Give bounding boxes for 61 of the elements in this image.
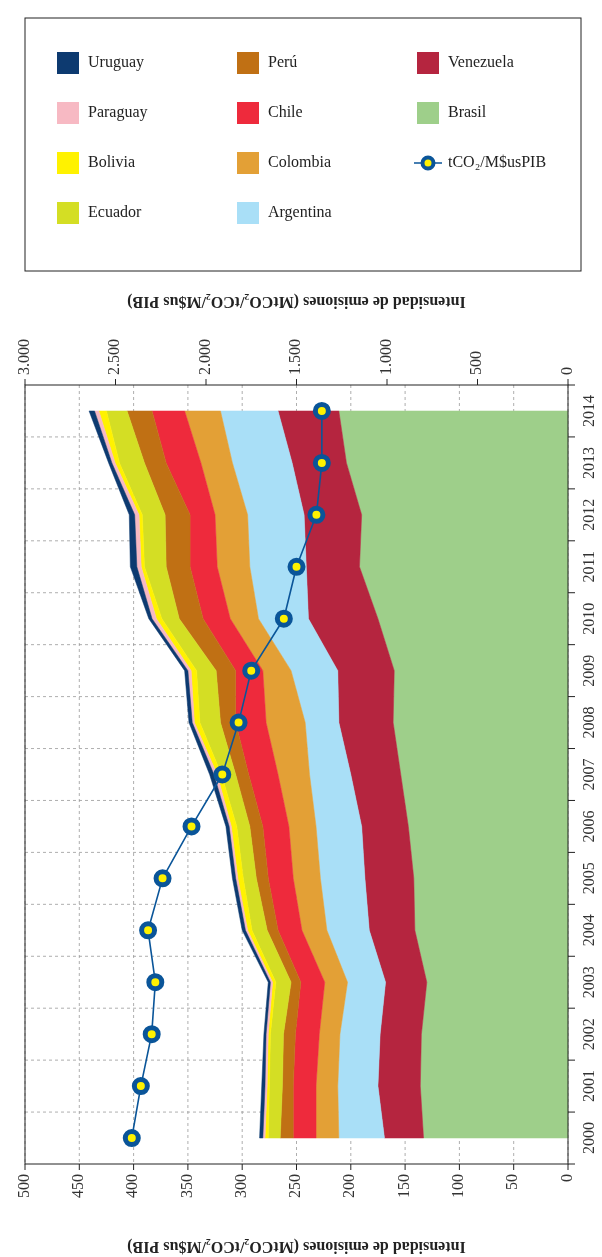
x2-axis-title: Intensidad de emisiones (MtCO₂/tCO₂/M$us PIB) (127, 293, 466, 312)
y-tick-label: 2009 (579, 654, 597, 687)
point (274, 609, 293, 628)
point (312, 453, 331, 472)
x2-tick-label: 0 (557, 367, 575, 375)
x-tick-label: 500 (14, 1174, 32, 1198)
y-tick-label: 2011 (579, 551, 597, 583)
point (142, 1025, 161, 1044)
y-tick-label: 2004 (579, 914, 597, 947)
point (139, 921, 158, 940)
legend-label: Brasil (448, 102, 487, 120)
x-tick-label: 100 (449, 1174, 467, 1198)
legend-label: Perú (268, 52, 298, 70)
x-tick-label: 450 (68, 1174, 86, 1198)
x2-tick-label: 2.000 (195, 339, 213, 375)
point (213, 765, 232, 784)
y-tick-label: 2008 (579, 706, 597, 739)
x2-tick-label: 1.500 (286, 339, 304, 375)
point (131, 1077, 150, 1096)
x-tick-label: 350 (177, 1174, 195, 1198)
legend-label: Ecuador (88, 202, 142, 220)
x-tick-label: 150 (394, 1174, 412, 1198)
x-tick-label: 0 (557, 1174, 575, 1182)
y-tick-label: 2005 (579, 862, 597, 895)
y-tick-label: 2000 (579, 1122, 597, 1155)
point (182, 817, 201, 836)
legend-label: Paraguay (88, 102, 148, 121)
point (146, 973, 165, 992)
legend-label: Chile (268, 102, 303, 120)
legend-label: Colombia (268, 152, 332, 170)
y-tick-label: 2014 (579, 394, 597, 427)
x2-tick-label: 500 (467, 351, 485, 375)
y-tick-label: 2013 (579, 446, 597, 479)
x2-tick-label: 3.000 (14, 339, 32, 375)
x-tick-label: 200 (340, 1174, 358, 1198)
legend-label: Venezuela (448, 52, 514, 70)
x2-tick-label: 1.000 (376, 339, 394, 375)
point (307, 505, 326, 524)
y-tick-label: 2002 (579, 1018, 597, 1051)
legend-label: Argentina (268, 202, 332, 221)
x-tick-label: 400 (123, 1174, 141, 1198)
y-tick-label: 2006 (579, 810, 597, 843)
legend-label: Bolivia (88, 152, 136, 170)
legend-label: Uruguay (88, 52, 144, 71)
point (122, 1129, 141, 1148)
x-axis-title: Intensidad de emisiones (MtCO₂/tCO₂/M$us PIB) (127, 1238, 466, 1257)
point (229, 713, 248, 732)
legend-label: tCO₂/M$usPIB (448, 152, 547, 170)
y-tick-label: 2012 (579, 498, 597, 531)
point (287, 557, 306, 576)
y-tick-label: 2010 (579, 602, 597, 635)
y-tick-label: 2001 (579, 1070, 597, 1103)
point (312, 401, 331, 420)
y-tick-label: 2003 (579, 966, 597, 999)
y-tick-label: 2007 (579, 758, 597, 791)
x-tick-label: 300 (231, 1174, 249, 1198)
x2-tick-label: 2.500 (105, 339, 123, 375)
x-tick-label: 50 (503, 1174, 521, 1190)
point (242, 661, 261, 680)
point (153, 869, 172, 888)
x-tick-label: 250 (286, 1174, 304, 1198)
